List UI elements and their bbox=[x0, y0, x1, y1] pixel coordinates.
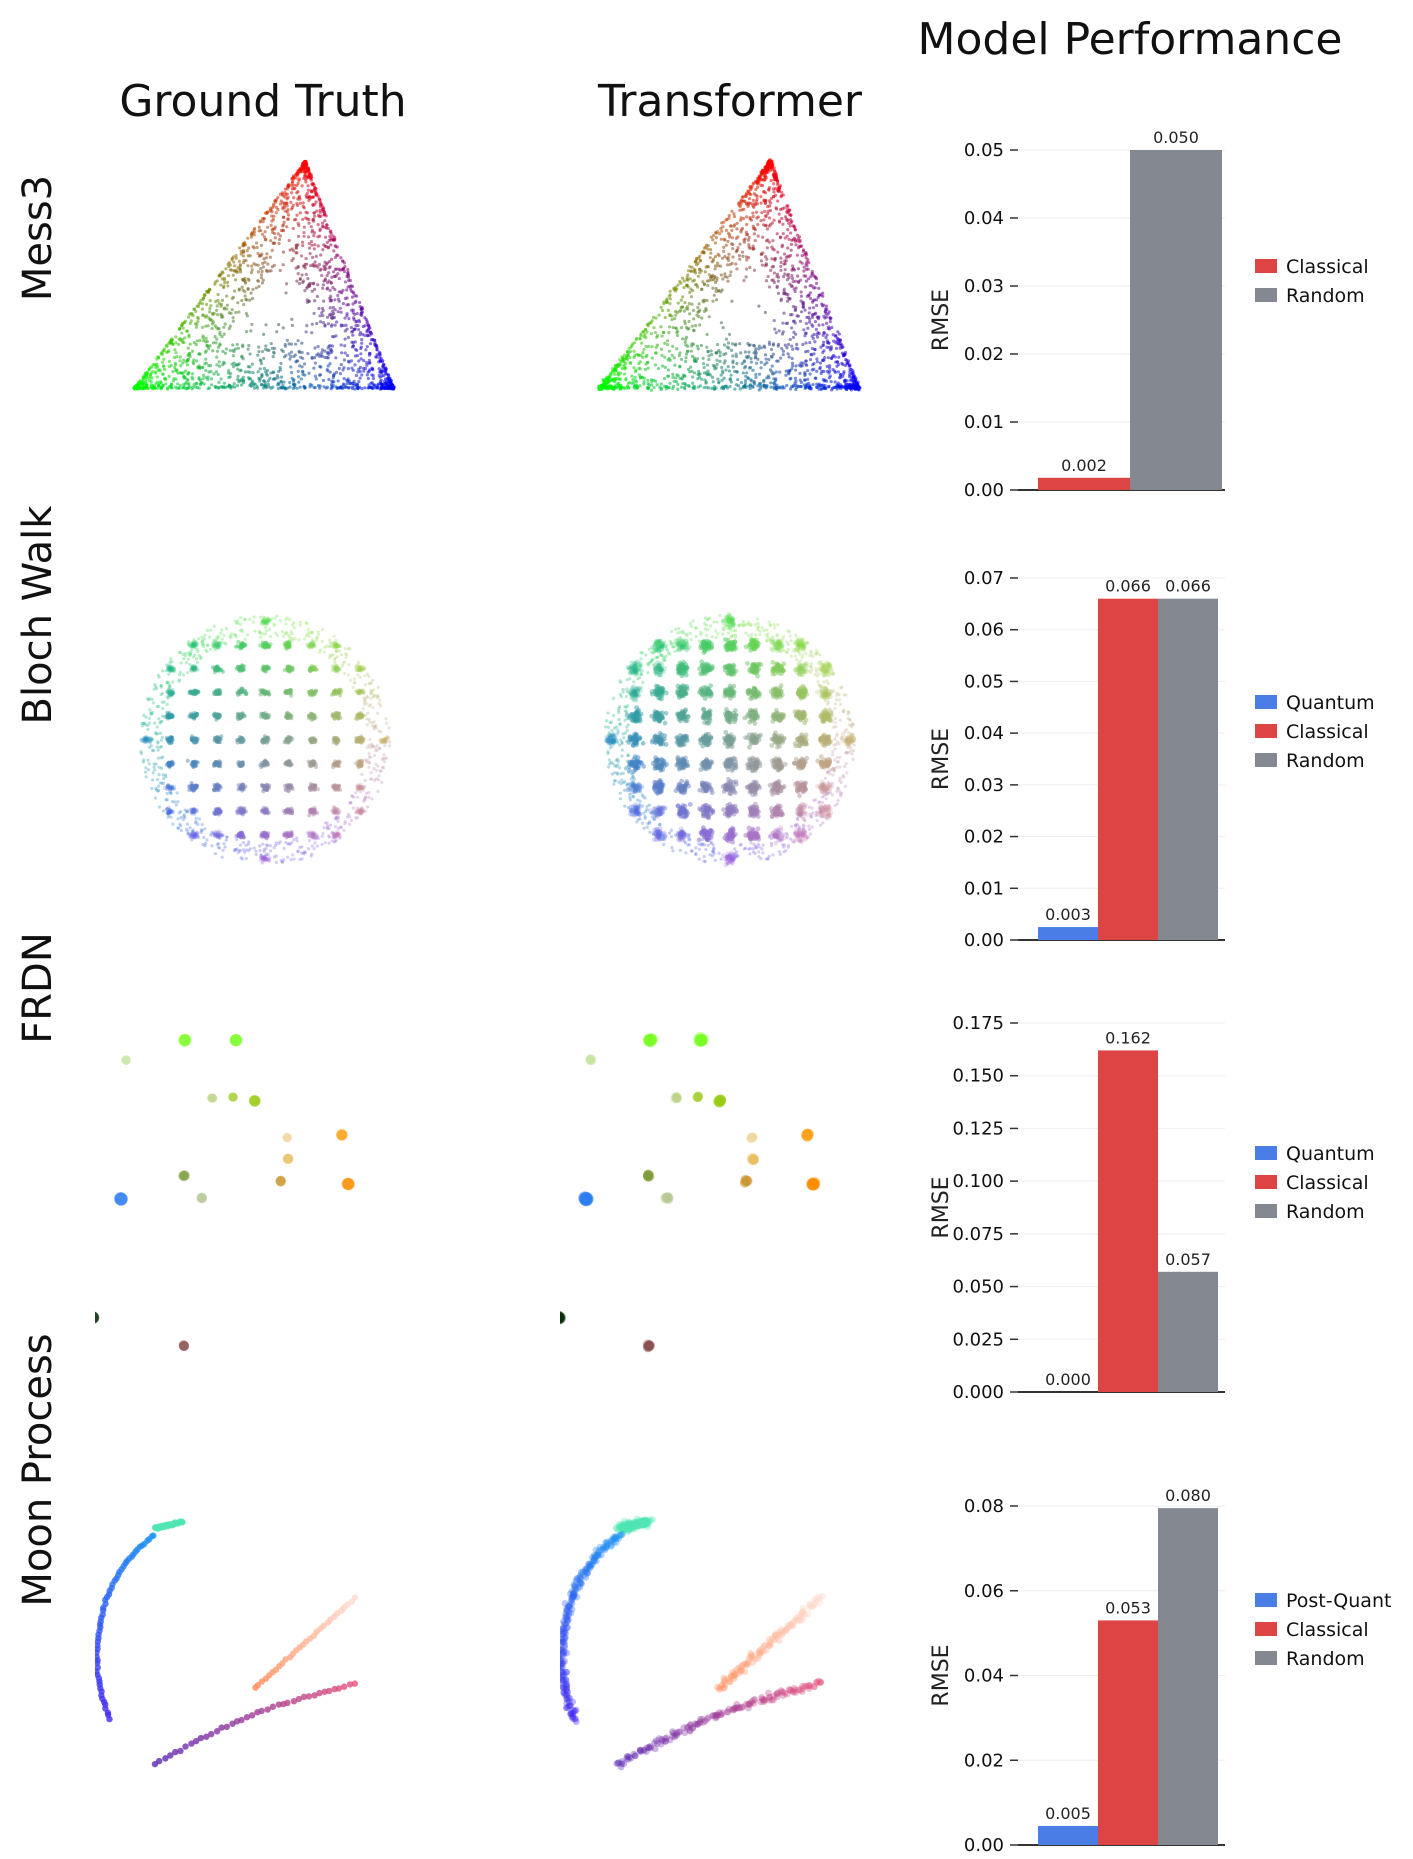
moon-process-bar-chart: 0.00 0.02 0.04 0.06 0.08 RMSE 0.005 0.053 0.080 P… bbox=[929, 1486, 1391, 1856]
bloch-walk-transformer-scatter bbox=[603, 611, 857, 868]
legend-label-quantum: Quantum bbox=[1286, 1143, 1375, 1165]
bar-value-label: 0.000 bbox=[1045, 1370, 1091, 1389]
legend-swatch-random bbox=[1255, 753, 1277, 767]
y-tick-label: 0.00 bbox=[964, 480, 1004, 501]
legend-swatch-classical bbox=[1255, 1175, 1277, 1189]
bar-value-label: 0.066 bbox=[1165, 577, 1211, 596]
model-performance-header: Model Performance bbox=[917, 14, 1343, 65]
y-tick-label: 0.02 bbox=[964, 344, 1004, 365]
bar-random bbox=[1158, 1508, 1218, 1845]
legend-label-quantum: Quantum bbox=[1286, 692, 1375, 714]
y-tick-label: 0.00 bbox=[964, 930, 1004, 951]
y-tick-label: 0.01 bbox=[964, 878, 1004, 899]
y-tick-label: 0.05 bbox=[964, 671, 1004, 692]
y-tick-label: 0.04 bbox=[964, 723, 1004, 744]
legend-swatch-classical bbox=[1255, 724, 1277, 738]
bar-classical bbox=[1098, 1620, 1158, 1845]
y-tick-label: 0.06 bbox=[964, 1581, 1004, 1602]
mess3-bar-chart: 0.00 0.01 0.02 0.03 0.04 0.05 RMSE 0.002 0.050 Cl… bbox=[929, 128, 1369, 501]
y-axis-label: RMSE bbox=[929, 289, 954, 351]
legend-swatch-classical bbox=[1255, 1622, 1277, 1636]
frdn-bar-chart: 0.000 0.025 0.050 0.075 0.100 0.125 0.150 0.175… bbox=[929, 1013, 1375, 1403]
y-tick-label: 0.04 bbox=[964, 208, 1004, 229]
ground-truth-header: Ground Truth bbox=[119, 76, 407, 127]
legend-label-random: Random bbox=[1286, 285, 1365, 307]
bloch-walk-ground-truth-scatter bbox=[139, 614, 392, 865]
bar-value-label: 0.162 bbox=[1105, 1028, 1151, 1047]
y-tick-label: 0.01 bbox=[964, 412, 1004, 433]
y-tick-label: 0.125 bbox=[952, 1118, 1004, 1139]
legend-label-classical: Classical bbox=[1286, 1619, 1369, 1641]
y-tick-label: 0.025 bbox=[952, 1329, 1004, 1350]
legend-swatch-random bbox=[1255, 288, 1277, 302]
bar-classical bbox=[1098, 1050, 1158, 1392]
y-tick-label: 0.100 bbox=[952, 1171, 1004, 1192]
bar-classical bbox=[1038, 477, 1130, 490]
transformer-header: Transformer bbox=[597, 76, 863, 127]
frdn-transformer-scatter bbox=[560, 1031, 821, 1353]
bar-random bbox=[1158, 598, 1218, 940]
legend-label-classical: Classical bbox=[1286, 721, 1369, 743]
bar-quantum bbox=[1038, 927, 1098, 940]
bar-value-label: 0.003 bbox=[1045, 905, 1091, 924]
legend-label-random: Random bbox=[1286, 1201, 1365, 1223]
legend-label-post-quant: Post-Quant bbox=[1286, 1590, 1391, 1612]
y-tick-label: 0.02 bbox=[964, 1750, 1004, 1771]
bar-value-label: 0.053 bbox=[1105, 1598, 1151, 1617]
legend-swatch-random bbox=[1255, 1204, 1277, 1218]
y-tick-label: 0.03 bbox=[964, 276, 1004, 297]
y-tick-label: 0.175 bbox=[952, 1013, 1004, 1034]
y-tick-label: 0.000 bbox=[952, 1382, 1004, 1403]
legend-swatch-quantum bbox=[1255, 695, 1277, 709]
y-tick-label: 0.05 bbox=[964, 140, 1004, 161]
y-tick-label: 0.075 bbox=[952, 1224, 1004, 1245]
legend-swatch-classical bbox=[1255, 259, 1277, 273]
bar-random bbox=[1158, 1271, 1218, 1392]
bar-post-quant bbox=[1038, 1825, 1098, 1845]
bar-value-label: 0.050 bbox=[1153, 128, 1199, 147]
bar-classical bbox=[1098, 598, 1158, 940]
bar-random bbox=[1130, 150, 1222, 490]
bloch-walk-bar-chart: 0.00 0.01 0.02 0.03 0.04 0.05 0.06 0.07 RMSE 0.00… bbox=[929, 568, 1375, 951]
mess3-ground-truth-scatter bbox=[132, 159, 396, 391]
moon-process-ground-truth-scatter bbox=[95, 1518, 359, 1768]
y-tick-label: 0.02 bbox=[964, 827, 1004, 848]
mess3-transformer-scatter bbox=[596, 158, 862, 392]
bar-value-label: 0.057 bbox=[1165, 1250, 1211, 1269]
y-tick-label: 0.06 bbox=[964, 620, 1004, 641]
bar-value-label: 0.066 bbox=[1105, 577, 1151, 596]
y-axis-label: RMSE bbox=[929, 1644, 954, 1706]
legend-swatch-quantum bbox=[1255, 1146, 1277, 1160]
bar-value-label: 0.002 bbox=[1061, 456, 1107, 475]
y-tick-label: 0.00 bbox=[964, 1835, 1004, 1856]
frdn-ground-truth-scatter bbox=[95, 1033, 355, 1352]
y-tick-label: 0.07 bbox=[964, 568, 1004, 589]
y-axis-label: RMSE bbox=[929, 728, 954, 790]
bar-value-label: 0.080 bbox=[1165, 1486, 1211, 1505]
y-axis-label: RMSE bbox=[929, 1176, 954, 1238]
moon-process-transformer-scatter bbox=[560, 1515, 826, 1771]
y-tick-label: 0.150 bbox=[952, 1066, 1004, 1087]
legend-label-classical: Classical bbox=[1286, 256, 1369, 278]
bar-value-label: 0.005 bbox=[1045, 1804, 1091, 1823]
y-tick-label: 0.04 bbox=[964, 1666, 1004, 1687]
legend-label-random: Random bbox=[1286, 750, 1365, 772]
legend-label-random: Random bbox=[1286, 1648, 1365, 1670]
y-tick-label: 0.03 bbox=[964, 775, 1004, 796]
legend-swatch-post-quant bbox=[1255, 1593, 1277, 1607]
legend-label-classical: Classical bbox=[1286, 1172, 1369, 1194]
legend-swatch-random bbox=[1255, 1651, 1277, 1665]
y-tick-label: 0.050 bbox=[952, 1277, 1004, 1298]
y-tick-label: 0.08 bbox=[964, 1496, 1004, 1517]
